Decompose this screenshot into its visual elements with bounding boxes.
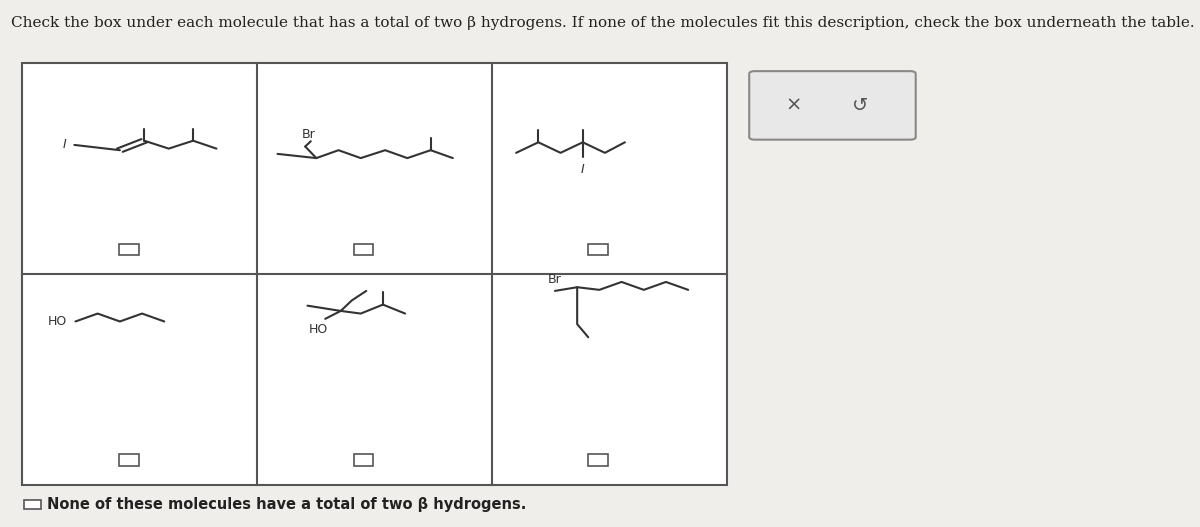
Bar <box>354 243 373 255</box>
Bar <box>354 454 373 466</box>
FancyBboxPatch shape <box>749 71 916 140</box>
Bar <box>119 454 138 466</box>
Text: None of these molecules have a total of two β hydrogens.: None of these molecules have a total of … <box>47 497 526 512</box>
Bar <box>22 63 727 485</box>
Bar <box>588 454 608 466</box>
Text: Br: Br <box>301 129 316 141</box>
Bar <box>24 500 41 509</box>
Text: ×: × <box>786 96 802 115</box>
Text: I: I <box>581 163 584 176</box>
Bar <box>588 243 608 255</box>
Text: Check the box under each molecule that has a total of two β hydrogens. If none o: Check the box under each molecule that h… <box>11 16 1195 30</box>
Text: I: I <box>62 139 66 151</box>
Text: HO: HO <box>308 323 328 336</box>
Text: Br: Br <box>548 273 562 286</box>
Text: ↺: ↺ <box>852 96 869 115</box>
Bar <box>119 243 138 255</box>
Text: HO: HO <box>48 315 67 328</box>
